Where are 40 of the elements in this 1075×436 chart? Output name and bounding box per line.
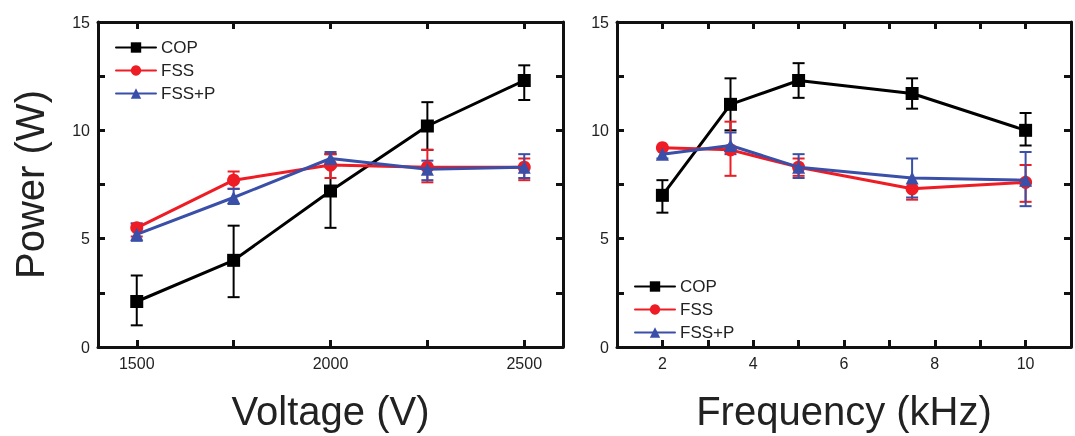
x-tick-label: 2500 bbox=[506, 354, 543, 372]
point bbox=[724, 97, 737, 111]
point bbox=[724, 139, 737, 152]
x-tick-label: 10 bbox=[1016, 354, 1035, 372]
point bbox=[792, 74, 806, 87]
point bbox=[324, 184, 337, 198]
point bbox=[905, 171, 919, 185]
x-tick-label: 2 bbox=[657, 354, 667, 372]
point bbox=[1019, 123, 1033, 137]
point bbox=[130, 295, 144, 308]
y-tick-label: 0 bbox=[81, 338, 91, 356]
legend-label: FSS bbox=[680, 300, 714, 319]
point bbox=[655, 188, 669, 202]
legend-label: FSS+P bbox=[161, 84, 216, 103]
x-tick-label: 2000 bbox=[312, 354, 349, 372]
legend-label: COP bbox=[680, 277, 717, 296]
y-tick-label: 10 bbox=[72, 121, 91, 139]
point bbox=[227, 191, 241, 204]
y-tick-label: 15 bbox=[72, 13, 91, 31]
point bbox=[517, 74, 531, 87]
x-axis-title: Frequency (kHz) bbox=[696, 389, 992, 433]
point bbox=[130, 227, 144, 241]
point bbox=[905, 87, 919, 100]
y-tick-label: 0 bbox=[600, 338, 610, 356]
point bbox=[324, 152, 337, 165]
point bbox=[420, 119, 434, 133]
y-tick-label: 10 bbox=[591, 121, 610, 139]
y-tick-label: 15 bbox=[591, 13, 610, 31]
legend-label: COP bbox=[161, 38, 198, 57]
legend-label: FSS+P bbox=[680, 323, 735, 342]
x-tick-label: 4 bbox=[748, 354, 758, 372]
y-axis-title: Power (W) bbox=[8, 90, 52, 279]
legend-label: FSS bbox=[161, 61, 195, 80]
point bbox=[227, 253, 241, 267]
x-axis-title: Voltage (V) bbox=[231, 389, 430, 433]
x-tick-label: 1500 bbox=[118, 354, 155, 372]
y-tick-label: 5 bbox=[81, 230, 91, 248]
y-tick-label: 5 bbox=[600, 230, 610, 248]
x-tick-label: 6 bbox=[839, 354, 849, 372]
x-tick-label: 8 bbox=[930, 354, 940, 372]
